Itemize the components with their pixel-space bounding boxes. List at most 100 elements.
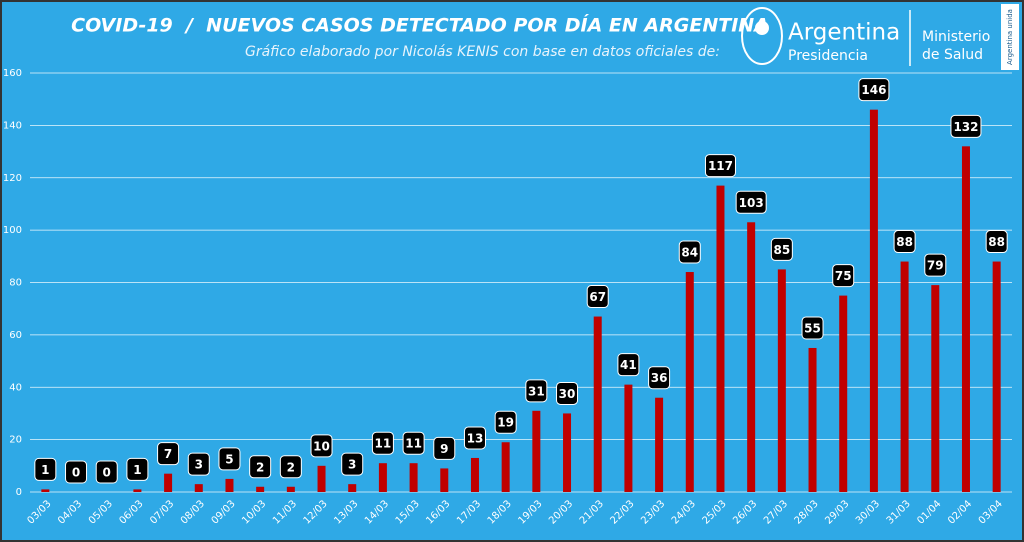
bar xyxy=(317,465,326,492)
value-label: 2 xyxy=(256,460,264,474)
y-tick-label: 40 xyxy=(9,382,22,393)
value-label-box xyxy=(801,316,824,340)
bar xyxy=(961,146,970,492)
value-label-box xyxy=(586,285,609,309)
value-label-box xyxy=(279,455,302,479)
value-label: 36 xyxy=(651,371,668,385)
logo-name: Argentina xyxy=(788,20,900,46)
value-label: 55 xyxy=(804,321,821,335)
value-label-box xyxy=(433,436,456,460)
y-tick-label: 160 xyxy=(3,68,22,79)
y-tick-label: 100 xyxy=(3,225,22,236)
bar xyxy=(931,285,940,492)
value-label: 85 xyxy=(773,243,790,257)
value-label: 30 xyxy=(559,387,576,401)
value-label: 31 xyxy=(528,384,545,398)
value-label: 10 xyxy=(313,439,330,453)
value-label-box xyxy=(494,410,517,434)
bar xyxy=(286,486,295,492)
value-label-box xyxy=(249,455,272,479)
value-label-box xyxy=(402,431,425,455)
value-label-box xyxy=(556,381,579,405)
value-label-box xyxy=(218,447,241,471)
y-tick-label: 0 xyxy=(16,487,22,498)
value-label: 5 xyxy=(225,452,233,466)
value-label-box xyxy=(617,353,640,377)
bar xyxy=(256,486,265,492)
chart-title: COVID-19 / NUEVOS CASOS DETECTADO POR DÍ… xyxy=(71,14,769,37)
bar xyxy=(685,272,694,492)
value-label: 117 xyxy=(708,159,733,173)
logo-sub: Presidencia xyxy=(788,48,868,64)
value-label-box xyxy=(770,237,793,261)
value-label-box xyxy=(187,452,210,476)
value-label: 9 xyxy=(440,442,448,456)
value-label: 103 xyxy=(739,196,764,210)
badge-box xyxy=(1001,4,1019,70)
bar xyxy=(563,413,572,492)
bar xyxy=(348,484,357,492)
bar xyxy=(164,473,173,492)
value-label-box xyxy=(310,434,333,458)
bar xyxy=(133,489,142,492)
value-label-box xyxy=(463,426,486,450)
value-label-box xyxy=(893,230,916,254)
ministry-line: de Salud xyxy=(922,47,983,63)
value-label: 84 xyxy=(681,246,698,260)
value-label: 79 xyxy=(927,259,944,273)
value-label-box xyxy=(95,460,118,484)
value-label: 75 xyxy=(835,269,852,283)
value-label: 0 xyxy=(103,466,111,480)
value-label: 7 xyxy=(164,447,172,461)
value-label-box xyxy=(157,442,180,466)
value-label: 1 xyxy=(133,463,141,477)
badge: Argentina unida xyxy=(1006,9,1014,65)
bar xyxy=(655,397,664,492)
bar xyxy=(869,109,878,492)
emblem xyxy=(741,7,783,65)
bar xyxy=(992,261,1001,492)
value-label-box xyxy=(34,457,57,481)
value-label-box xyxy=(126,457,149,481)
value-label: 67 xyxy=(589,290,606,304)
bar xyxy=(409,463,418,492)
bar xyxy=(747,222,756,493)
bar xyxy=(900,261,909,492)
bar xyxy=(593,316,602,492)
value-label: 88 xyxy=(988,235,1005,249)
value-label: 11 xyxy=(375,437,392,451)
y-tick-label: 80 xyxy=(9,278,22,289)
value-label-box xyxy=(341,452,364,476)
bar xyxy=(716,185,725,492)
value-label: 0 xyxy=(72,466,80,480)
bar xyxy=(777,269,786,492)
ministry-line: Ministerio xyxy=(922,29,990,45)
bar xyxy=(378,463,387,492)
y-tick-label: 20 xyxy=(9,435,22,446)
bar xyxy=(808,347,817,492)
value-label-box xyxy=(525,379,548,403)
value-label: 1 xyxy=(41,463,49,477)
value-label: 3 xyxy=(348,458,356,472)
value-label-box xyxy=(924,253,947,277)
bar xyxy=(194,484,203,492)
value-label: 19 xyxy=(497,416,514,430)
value-label-box xyxy=(371,431,394,455)
value-label-box xyxy=(858,78,890,102)
chart-subtitle: Gráfico elaborado por Nicolás KENIS con … xyxy=(245,44,720,60)
value-label: 3 xyxy=(195,458,203,472)
value-label: 132 xyxy=(953,120,978,134)
bar xyxy=(225,478,234,492)
bar xyxy=(624,384,633,492)
y-tick-label: 60 xyxy=(9,330,22,341)
bar xyxy=(532,410,541,492)
emblem-sun xyxy=(755,21,769,35)
bar xyxy=(839,295,848,492)
bar xyxy=(470,457,479,492)
value-label-box xyxy=(678,240,701,264)
y-tick-label: 120 xyxy=(3,173,22,184)
bar xyxy=(440,468,449,492)
value-label-box xyxy=(65,460,88,484)
value-label-box xyxy=(648,366,671,390)
